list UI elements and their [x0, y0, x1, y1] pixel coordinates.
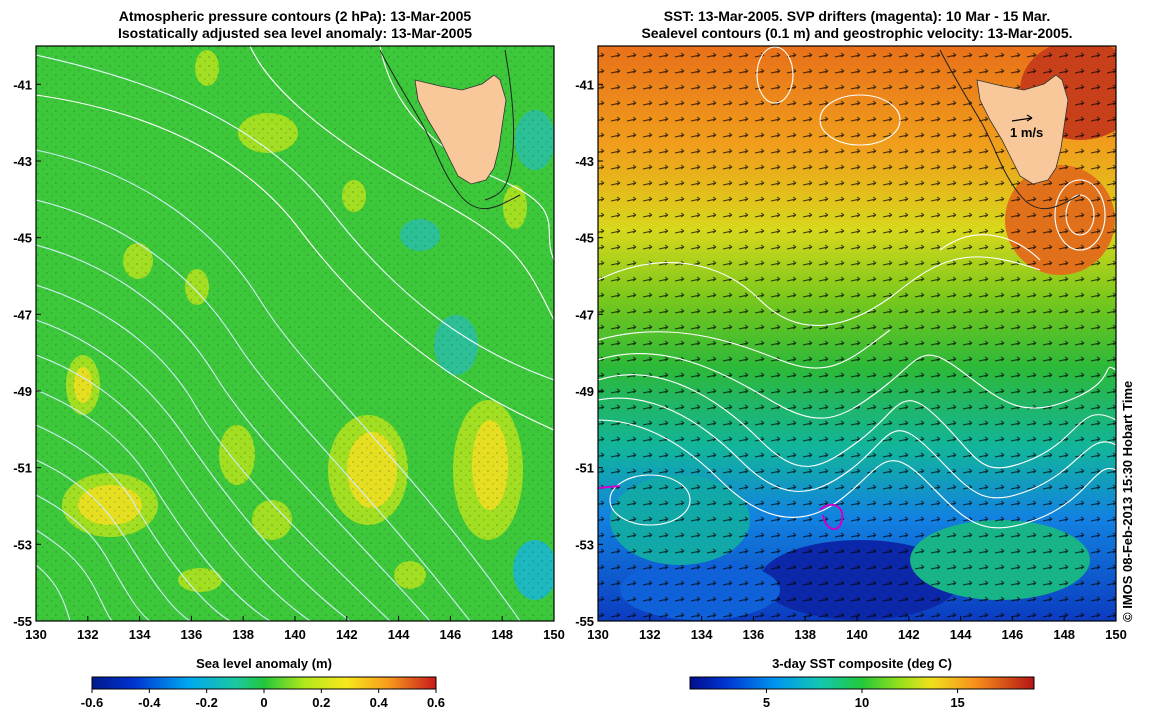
velocity-scale-label: 1 m/s: [1010, 125, 1043, 140]
x-tick-label: 130: [587, 627, 609, 642]
velocity-scale: 1 m/s: [1010, 114, 1043, 140]
right-map-axes: 130 132 134 136 138 140 142 144 146 148 150 -41 -43 -…: [575, 77, 1127, 642]
colorbar-tick-label: 0: [260, 695, 267, 710]
x-tick-label: 140: [846, 627, 868, 642]
colorbar-tick-label: -0.2: [195, 695, 217, 710]
y-tick-label: -43: [13, 154, 32, 169]
tasmania-land: [414, 74, 507, 185]
left-title-line1: Atmospheric pressure contours (2 hPa): 1…: [118, 8, 472, 24]
pressure-contours: [36, 46, 554, 621]
x-tick-label: 148: [491, 627, 513, 642]
y-tick-label: -41: [13, 77, 32, 92]
drifter-track: [819, 503, 844, 530]
y-tick-label: -51: [575, 461, 594, 476]
y-tick-label: -49: [13, 384, 32, 399]
x-tick-label: 138: [794, 627, 816, 642]
shelf-contour: [484, 49, 515, 201]
x-tick-label: 144: [950, 627, 972, 642]
colorbar-tick-label: 0.6: [427, 695, 445, 710]
drifter-track: [598, 485, 621, 489]
x-tick-label: 132: [77, 627, 99, 642]
y-tick-label: -45: [575, 231, 594, 246]
y-tick-label: -53: [575, 537, 594, 552]
tasmania-land: [976, 74, 1069, 185]
right-colorbar-ticks: 5 10 15: [763, 689, 965, 710]
x-tick-label: 132: [639, 627, 661, 642]
left-colorbar: [91, 676, 437, 690]
x-tick-label: 150: [543, 627, 565, 642]
x-tick-label: 134: [129, 627, 151, 642]
left-map: [36, 46, 554, 621]
x-tick-label: 142: [336, 627, 358, 642]
right-title-line1: SST: 13-Mar-2005. SVP drifters (magenta)…: [663, 8, 1051, 24]
y-tick-label: -45: [13, 231, 32, 246]
x-tick-label: 130: [25, 627, 47, 642]
left-map-title: Atmospheric pressure contours (2 hPa): 1…: [36, 8, 554, 42]
y-tick-label: -47: [575, 307, 594, 322]
x-tick-label: 140: [284, 627, 306, 642]
colorbar-tick-label: -0.6: [81, 695, 103, 710]
x-tick-label: 150: [1105, 627, 1127, 642]
left-colorbar-label: Sea level anomaly (m): [196, 656, 332, 671]
x-tick-label: 136: [181, 627, 203, 642]
y-tick-label: -43: [575, 154, 594, 169]
y-tick-label: -55: [13, 614, 32, 629]
right-map: [598, 46, 1116, 621]
y-tick-label: -55: [575, 614, 594, 629]
colorbar-tick-label: 5: [763, 695, 770, 710]
x-tick-label: 134: [691, 627, 713, 642]
left-title-line2: Isostatically adjusted sea level anomaly…: [117, 25, 473, 41]
colorbar-tick-label: 0.4: [370, 695, 389, 710]
colorbar-tick-label: 10: [855, 695, 869, 710]
colorbar-tick-label: 15: [950, 695, 964, 710]
y-tick-label: -49: [575, 384, 594, 399]
sealevel-contours: [598, 46, 1116, 529]
x-tick-label: 146: [440, 627, 462, 642]
x-tick-label: 148: [1053, 627, 1075, 642]
right-map-title: SST: 13-Mar-2005. SVP drifters (magenta)…: [598, 8, 1116, 42]
x-tick-label: 142: [898, 627, 920, 642]
y-tick-label: -53: [13, 537, 32, 552]
left-map-axes: 130 132 134 136 138 140 142 144 146 148 150 -41 -43 -…: [13, 77, 565, 642]
shelf-contour: [939, 49, 1081, 210]
colorbar-tick-label: 0.2: [312, 695, 330, 710]
right-colorbar: [689, 676, 1035, 690]
y-tick-label: -41: [575, 77, 594, 92]
x-tick-label: 136: [743, 627, 765, 642]
right-colorbar-label: 3-day SST composite (deg C): [772, 656, 952, 671]
x-tick-label: 138: [232, 627, 254, 642]
y-tick-label: -51: [13, 461, 32, 476]
credit-text: © IMOS 08-Feb-2013 15:30 Hobart Time: [1120, 380, 1135, 622]
right-title-line2: Sealevel contours (0.1 m) and geostrophi…: [641, 25, 1073, 41]
colorbar-tick-label: -0.4: [138, 695, 161, 710]
x-tick-label: 146: [1002, 627, 1024, 642]
y-tick-label: -47: [13, 307, 32, 322]
shelf-contour: [379, 49, 521, 210]
left-colorbar-ticks: -0.6 -0.4 -0.2 0 0.2 0.4 0.6: [81, 689, 445, 710]
x-tick-label: 144: [388, 627, 410, 642]
